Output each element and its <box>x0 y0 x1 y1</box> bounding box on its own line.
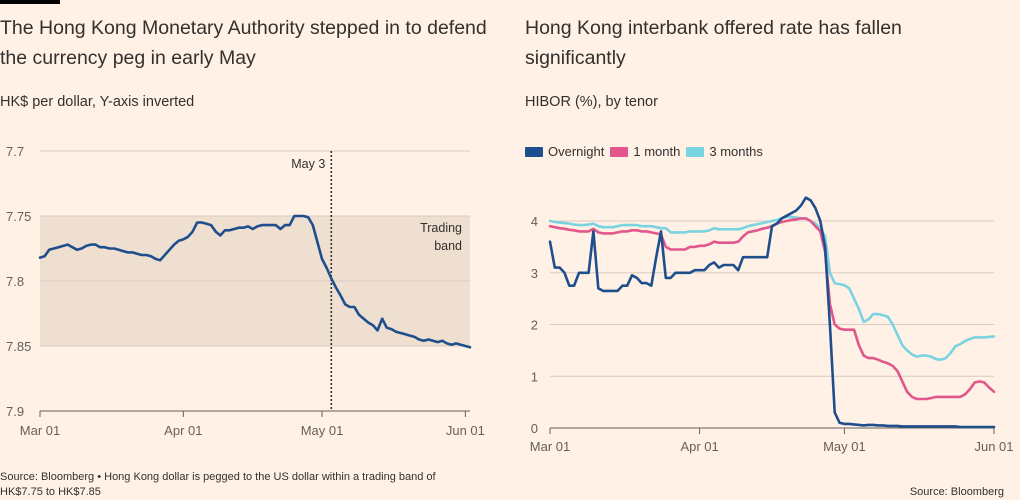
may-3-marker-label: May 3 <box>291 157 325 171</box>
1-month-series-line <box>548 217 996 401</box>
legend-item-1-month: 1 month <box>610 144 680 159</box>
left-chart-subtitle: HK$ per dollar, Y-axis inverted <box>0 94 195 110</box>
legend-item-overnight: Overnight <box>525 144 604 159</box>
right-chart-subtitle: HIBOR (%), by tenor <box>525 94 658 110</box>
legend-swatch-1-month <box>610 146 629 157</box>
left-y-tick-label: 7.8 <box>6 274 24 289</box>
3-months-series-line <box>548 215 996 361</box>
right-y-tick-label: 3 <box>531 266 538 281</box>
footer-note-line2: HK$7.75 to HK$7.85 <box>0 486 101 498</box>
left-x-tick-label: Apr 01 <box>164 423 202 438</box>
left-x-tick-label: May 01 <box>301 423 344 438</box>
overnight-series-line <box>548 196 996 429</box>
brand-bar <box>0 0 60 4</box>
left-y-tick-label: 7.7 <box>6 144 24 159</box>
left-chart-title: The Hong Kong Monetary Authority stepped… <box>0 17 487 69</box>
footer-source-left: Source: Bloomberg • Hong Kong dollar is … <box>0 470 500 500</box>
right-x-tick-label: Jun 01 <box>974 439 1013 454</box>
right-x-tick-label: May 01 <box>823 439 866 454</box>
left-y-tick-label: 7.9 <box>6 404 24 419</box>
right-y-tick-label: 1 <box>531 369 538 384</box>
legend-label-3-months: 3 months <box>709 144 763 159</box>
legend-label-overnight: Overnight <box>548 144 605 159</box>
trading-band-label: Trading <box>420 221 462 235</box>
right-y-tick-label: 2 <box>531 318 538 333</box>
trading-band-label: band <box>434 239 462 253</box>
legend-swatch-overnight <box>525 146 543 157</box>
hkd-exchange-rate-line <box>38 214 472 349</box>
left-x-tick-label: Mar 01 <box>20 423 60 438</box>
left-y-tick-label: 7.85 <box>6 339 31 354</box>
right-x-tick-label: Apr 01 <box>680 439 718 454</box>
right-y-tick-label: 0 <box>531 421 538 436</box>
right-chart-title: Hong Kong interbank offered rate has fal… <box>525 17 902 69</box>
right-y-tick-label: 4 <box>531 214 538 229</box>
left-x-tick-label: Jun 01 <box>446 423 485 438</box>
legend-swatch-3-months <box>686 146 705 157</box>
legend-label-1-month: 1 month <box>633 144 681 159</box>
legend-item-3-months: 3 months <box>686 144 763 159</box>
legend: Overnight 1 month 3 months <box>525 144 769 159</box>
right-x-tick-label: Mar 01 <box>530 439 570 454</box>
footer-note-line1: Source: Bloomberg • Hong Kong dollar is … <box>0 471 436 483</box>
left-y-tick-label: 7.75 <box>6 209 31 224</box>
footer-source-right: Source: Bloomberg <box>909 486 1004 498</box>
